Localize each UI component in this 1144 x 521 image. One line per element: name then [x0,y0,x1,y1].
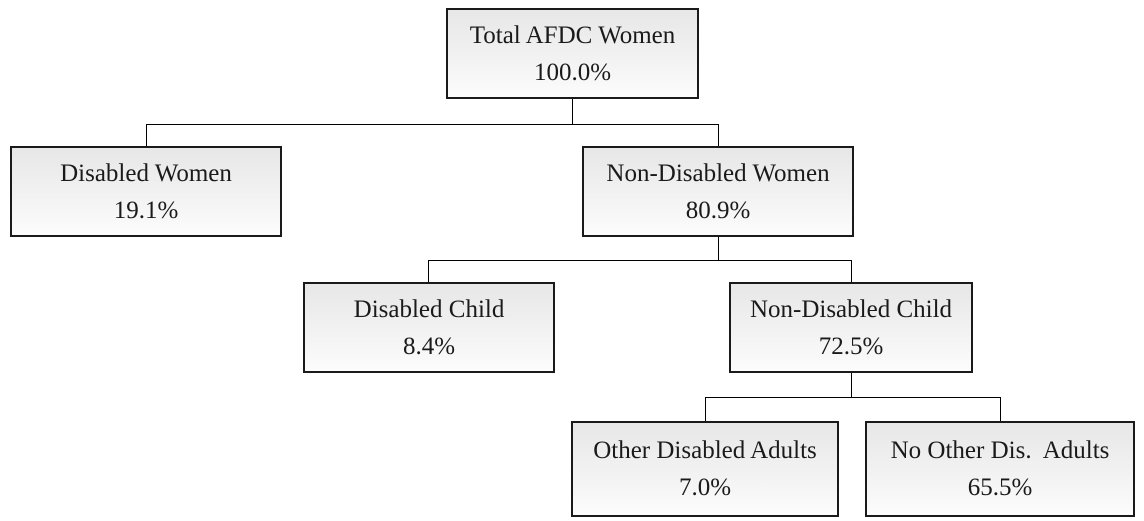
node-label: Non-Disabled Child [749,295,953,323]
connector-non-disabled-women-stem [718,237,719,261]
connector-drop-disabled-child [428,260,429,282]
node-value: 65.5% [967,474,1033,501]
node-label: Total AFDC Women [469,21,676,49]
connector-drop-no-other-dis-adults [1000,397,1001,421]
node-label: Non-Disabled Women [606,159,830,187]
node-value: 72.5% [818,332,884,360]
node-value: 19.1% [113,196,179,224]
node-value: 80.9% [685,196,751,224]
connector-drop-disabled-women [146,124,147,146]
node-label: Disabled Child [353,295,505,323]
connector-non-disabled-child-stem [851,373,852,398]
node-label: Other Disabled Adults [593,437,817,464]
node-no-other-dis-adults: No Other Dis. Adults 65.5% [865,421,1135,517]
node-label: No Other Dis. Adults [890,437,1110,464]
node-value: 7.0% [678,474,732,501]
connector-level3-bar [428,260,852,261]
node-disabled-child: Disabled Child 8.4% [303,282,555,373]
connector-drop-non-disabled-women [718,124,719,146]
node-non-disabled-child: Non-Disabled Child 72.5% [729,282,973,373]
node-total-afdc-women: Total AFDC Women 100.0% [446,8,699,99]
connector-drop-non-disabled-child [851,260,852,282]
connector-level2-bar [146,124,719,125]
node-disabled-women: Disabled Women 19.1% [10,146,282,237]
connector-drop-other-disabled-adults [705,397,706,421]
node-non-disabled-women: Non-Disabled Women 80.9% [582,146,854,237]
node-label: Disabled Women [60,159,232,187]
connector-total-stem [572,99,573,125]
connector-level4-bar [705,397,1001,398]
node-value: 8.4% [402,332,456,360]
node-other-disabled-adults: Other Disabled Adults 7.0% [571,421,839,517]
node-value: 100.0% [533,58,612,86]
